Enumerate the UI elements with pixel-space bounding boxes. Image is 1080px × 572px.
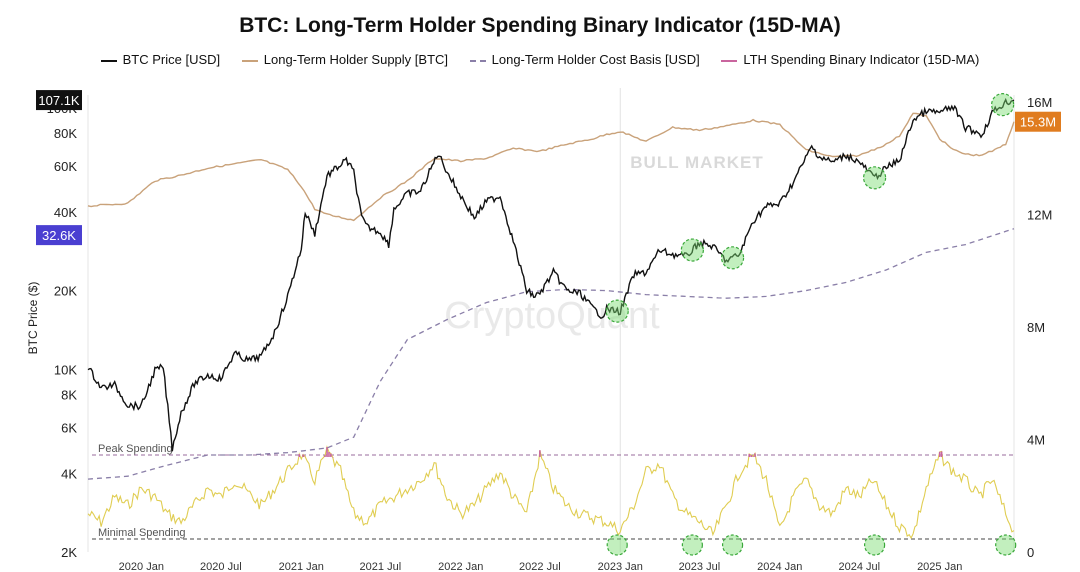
bull-market-annotation: BULL MARKET — [630, 153, 763, 172]
price-accumulation-marker — [862, 166, 887, 190]
x-tick-label: 2023 Jul — [679, 561, 721, 572]
minimal-spending-label: Minimal Spending — [98, 527, 185, 539]
y-right-tick-label: 4M — [1027, 433, 1045, 448]
price-accumulation-marker — [720, 246, 745, 270]
y-left-tick-label: 60K — [54, 159, 77, 174]
indicator-minimal-spending-marker — [863, 534, 886, 556]
value-badge-bg — [36, 225, 82, 246]
y-left-tick-label: 2K — [61, 545, 77, 560]
legend-item-lth-spending[interactable]: LTH Spending Binary Indicator (15D-MA) — [721, 52, 979, 67]
legend-swatch-lth-cost-basis — [469, 59, 486, 62]
x-tick-label: 2022 Jul — [519, 561, 561, 572]
y-axis-title: BTC Price ($) — [26, 282, 40, 355]
legend-item-lth-supply[interactable]: Long-Term Holder Supply [BTC] — [241, 52, 449, 67]
x-tick-label: 2024 Jan — [757, 561, 802, 572]
series-lth-cost-basis — [87, 228, 1015, 480]
legend-swatch-lth-spending — [721, 59, 738, 62]
x-tick-label: 2021 Jan — [279, 561, 324, 572]
price-accumulation-marker — [991, 93, 1015, 117]
legend-label-lth-spending: LTH Spending Binary Indicator (15D-MA) — [743, 52, 980, 67]
x-tick-label: 2024 Jul — [839, 561, 881, 572]
series-lth-supply — [87, 112, 1015, 222]
watermark-text: CryptoQuant — [444, 295, 660, 337]
peak-spending-label: Peak Spending — [98, 443, 173, 455]
value-badge-label: 15.3M — [1020, 115, 1056, 130]
legend-label-lth-supply: Long-Term Holder Supply [BTC] — [263, 52, 449, 67]
price-accumulation-marker — [605, 299, 629, 323]
x-tick-label: 2020 Jul — [200, 561, 242, 572]
legend-item-btc-price[interactable]: BTC Price [USD] — [100, 52, 221, 67]
y-left-tick-label: 20K — [54, 284, 77, 299]
indicator-minimal-spending-marker — [606, 534, 628, 556]
legend-swatch-btc-price — [100, 59, 117, 62]
chart-legend: BTC Price [USD] Long-Term Holder Supply … — [0, 52, 1080, 67]
y-left-tick-label: 80K — [54, 126, 77, 141]
value-badge-bg — [36, 90, 82, 111]
y-left-tick-label: 4K — [61, 466, 77, 481]
value-badge-label: 107.1K — [38, 93, 80, 108]
indicator-minimal-spending-marker — [995, 534, 1017, 556]
legend-swatch-lth-supply — [241, 59, 258, 62]
legend-label-lth-cost-basis: Long-Term Holder Cost Basis [USD] — [491, 52, 700, 67]
legend-item-lth-cost-basis[interactable]: Long-Term Holder Cost Basis [USD] — [469, 52, 700, 67]
indicator-minimal-spending-marker — [721, 534, 744, 556]
y-right-tick-label: 0 — [1027, 545, 1034, 560]
x-tick-label: 2025 Jan — [917, 561, 962, 572]
series-btc-price — [87, 97, 1015, 452]
y-left-tick-label: 40K — [54, 205, 77, 220]
value-badge-bg — [1015, 111, 1061, 132]
x-tick-label: 2023 Jan — [598, 561, 643, 572]
price-accumulation-marker — [680, 238, 704, 262]
x-tick-label: 2021 Jul — [360, 561, 402, 572]
y-right-tick-label: 12M — [1027, 208, 1052, 223]
legend-label-btc-price: BTC Price [USD] — [122, 52, 221, 67]
value-badge-label: 32.6K — [42, 228, 76, 243]
x-tick-label: 2020 Jan — [119, 561, 164, 572]
y-right-tick-label: 16M — [1027, 95, 1052, 110]
series-lth-spending-indicator — [87, 445, 1015, 540]
chart-title: BTC: Long-Term Holder Spending Binary In… — [239, 14, 841, 37]
y-left-tick-label: 6K — [61, 420, 77, 435]
indicator-minimal-spending-marker — [681, 534, 703, 556]
x-tick-label: 2022 Jan — [438, 561, 483, 572]
y-left-tick-label: 10K — [54, 362, 77, 377]
y-right-tick-label: 8M — [1027, 320, 1045, 335]
y-left-tick-label: 8K — [61, 388, 77, 403]
